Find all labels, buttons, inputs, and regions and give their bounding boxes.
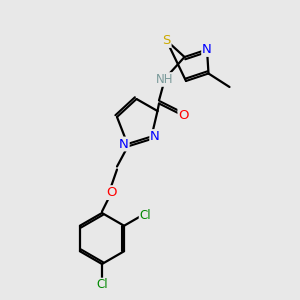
Text: N: N	[150, 130, 160, 143]
Text: N: N	[119, 137, 129, 151]
Text: Cl: Cl	[140, 209, 151, 222]
Text: Cl: Cl	[96, 278, 108, 292]
Text: NH: NH	[156, 73, 174, 86]
Text: O: O	[107, 186, 117, 199]
Text: S: S	[162, 34, 171, 47]
Text: O: O	[178, 109, 189, 122]
Text: N: N	[202, 43, 212, 56]
